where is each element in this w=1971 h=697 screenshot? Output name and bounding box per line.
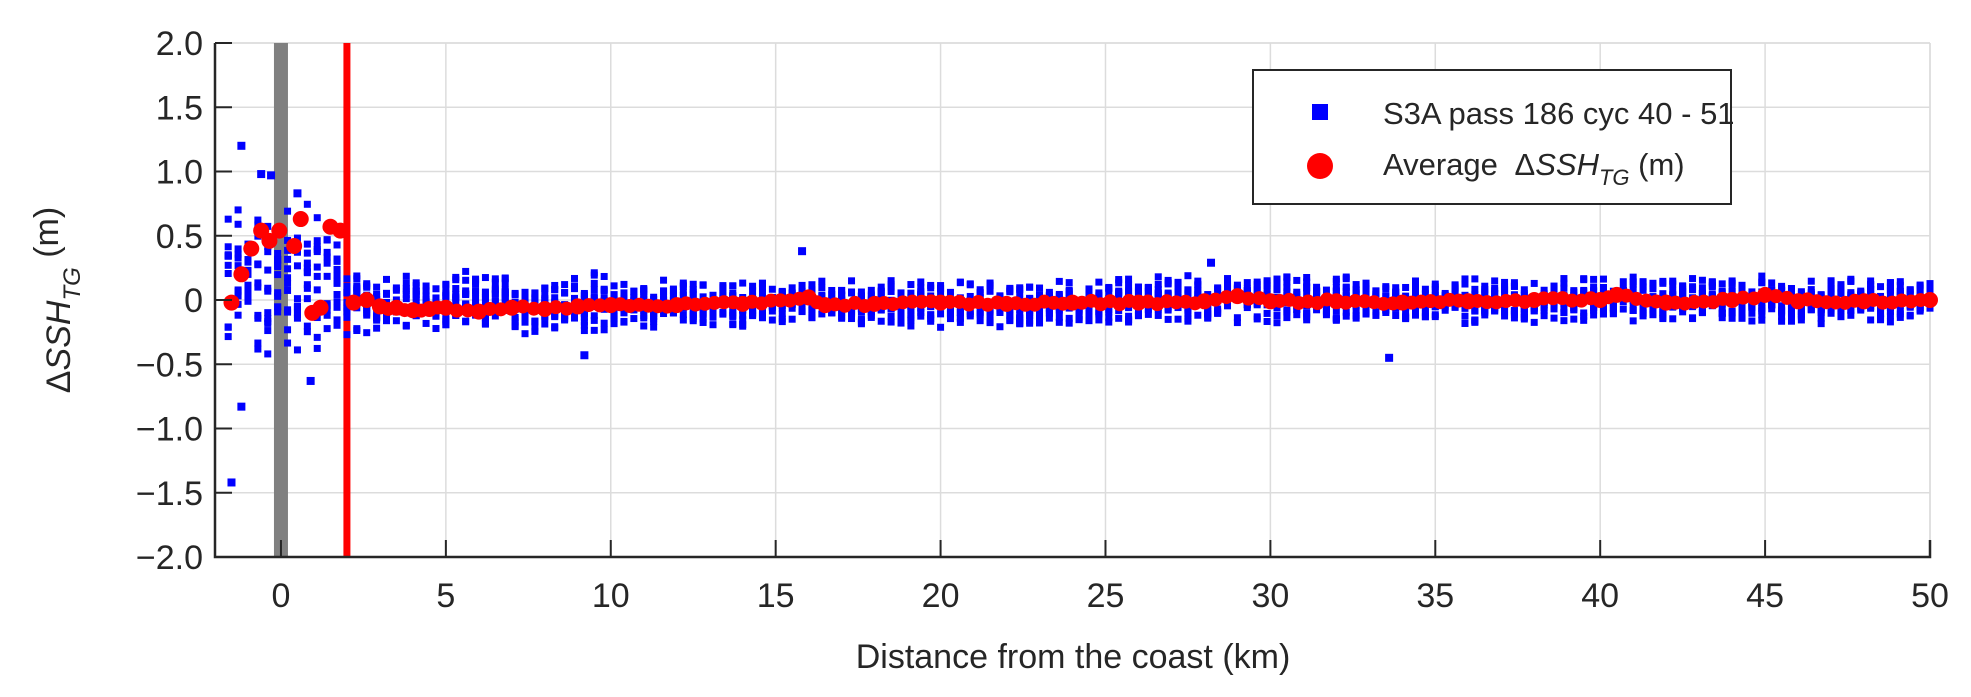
legend-circle-icon [1307, 153, 1333, 179]
x-tick-label: 35 [1416, 577, 1454, 615]
x-tick-label: 30 [1251, 577, 1289, 615]
y-tick-label: 0.5 [156, 218, 203, 256]
y-tick-label: 1.5 [156, 89, 203, 127]
x-axis-label: Distance from the coast (km) [856, 638, 1291, 676]
x-tick-label: 20 [922, 577, 960, 615]
legend: S3A pass 186 cyc 40 - 51 Average ΔSSHTG … [1252, 69, 1735, 205]
x-tick-label: 50 [1911, 577, 1949, 615]
x-tick-label: 5 [436, 577, 455, 615]
y-tick-label: 2.0 [156, 25, 203, 63]
legend-item-s3a: S3A pass 186 cyc 40 - 51 [1383, 96, 1735, 131]
x-tick-label: 10 [592, 577, 630, 615]
x-tick-label: 40 [1581, 577, 1619, 615]
y-tick-label: 1.0 [156, 154, 203, 192]
y-tick-labels: 2.0 1.5 1.0 0.5 0 −0.5 −1.0 −1.5 −2.0 [136, 25, 203, 577]
y-axis-label: ΔSSHTG (m) [28, 207, 86, 393]
legend-item-average: Average ΔSSHTG (m) [1383, 147, 1685, 190]
axes [213, 42, 1932, 559]
series-average-points [223, 211, 1938, 321]
x-tick-label: 45 [1746, 577, 1784, 615]
legend-square-icon [1312, 104, 1328, 120]
y-tick-label: −0.5 [136, 346, 203, 384]
x-tick-label: 15 [757, 577, 795, 615]
y-tick-label: −1.5 [136, 475, 203, 513]
legend-box [1252, 69, 1732, 205]
y-tick-label: −2.0 [136, 539, 203, 577]
y-tick-label: 0 [184, 282, 203, 320]
x-tick-label: 25 [1087, 577, 1125, 615]
x-tick-labels: 0 5 10 15 20 25 30 35 40 45 50 [272, 577, 1949, 615]
x-tick-label: 0 [272, 577, 291, 615]
y-tick-label: −1.0 [136, 411, 203, 449]
